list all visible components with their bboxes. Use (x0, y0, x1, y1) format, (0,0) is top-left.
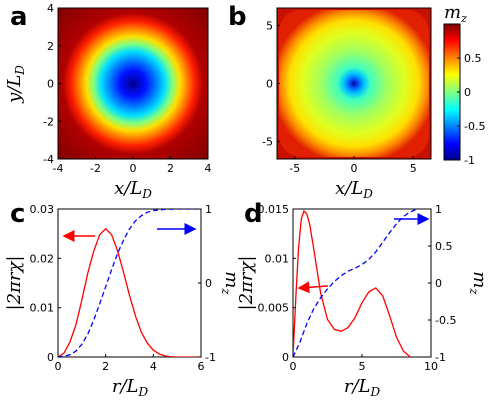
colorbar-tick-label: 0.5 (464, 52, 482, 65)
y-right-tick-label: 0 (435, 277, 442, 290)
ticks-d: 0 5 10 0 0.005 0.01 0.015 -1 -0.5 0 0.5 1 (258, 203, 457, 373)
y-right-tick-label: 0.5 (435, 240, 453, 253)
y-left-tick-label: 0.02 (30, 252, 55, 265)
y-left-tick-label: 0.01 (30, 302, 55, 315)
heatmap-b (279, 10, 429, 157)
x-tick-label: -2 (90, 162, 101, 175)
y-left-tick-label: 0 (282, 351, 289, 364)
y-left-tick-label: 0.01 (265, 252, 290, 265)
panel-label-d: d (244, 199, 263, 229)
ticks-b: -5 0 5 -5 0 5 (262, 19, 417, 175)
mz-curve-c (58, 209, 201, 357)
curves-c (58, 209, 201, 357)
x-tick-label: 6 (198, 360, 205, 373)
x-tick-label: 0 (290, 360, 297, 373)
y-right-tick-label: 0 (205, 277, 212, 290)
ylabel-left-c: |2πrχ| (4, 256, 25, 311)
y-right-tick-label: 1 (205, 203, 212, 216)
y-tick-label: 5 (266, 19, 273, 32)
x-tick-label: 0 (130, 162, 137, 175)
panel-a: a -4 -2 0 2 4 -4 -2 0 2 4 y/LD (4, 2, 212, 175)
axes-frame-c (57, 208, 202, 358)
panel-label-c: c (10, 199, 25, 229)
panel-label-b: b (228, 2, 247, 32)
colorbar-label: mz (444, 2, 467, 25)
heatmap-a (58, 8, 208, 159)
colorbar-tick-label: 0 (464, 86, 471, 99)
y-right-tick-label: -1 (205, 351, 216, 364)
y-left-tick-label: 0.015 (258, 203, 290, 216)
x-tick-label: 0 (55, 360, 62, 373)
panel-c: c 0 2 4 600.010.020.03-101 |2πrχ| mz r/LD (4, 199, 242, 399)
ylabel-left-d: |2πrχ| (236, 256, 257, 311)
xlabel-a: x/LD (114, 178, 152, 201)
x-tick-label: 5 (410, 162, 417, 175)
x-tick-label: -5 (289, 162, 300, 175)
y-tick-label: -2 (43, 115, 54, 128)
y-tick-label: 2 (47, 40, 54, 53)
x-tick-label: 4 (205, 162, 212, 175)
y-tick-label: -4 (43, 153, 54, 166)
y-tick-label: 0 (266, 78, 273, 91)
axes-frame-d (292, 208, 432, 358)
y-left-tick-label: 0.005 (258, 302, 290, 315)
curves-d (293, 209, 418, 357)
panel-label-a: a (10, 2, 28, 32)
y-left-tick-label: 0 (47, 351, 54, 364)
y-right-tick-label: -1 (435, 351, 446, 364)
xlabel-c: r/LD (112, 376, 149, 399)
x-tick-label: -4 (53, 162, 64, 175)
y-right-tick-label: 1 (435, 203, 442, 216)
panel-b: b -5 0 5 -5 0 5 mz -1 -0.5 0 0.5 (228, 2, 485, 175)
y-tick-label: 4 (47, 2, 54, 15)
xlabel-d: r/LD (344, 376, 381, 399)
xlabel-b: x/LD (335, 178, 373, 201)
chi-curve-c (58, 227, 201, 357)
chi-curve-d (293, 209, 411, 357)
arrow-left-axis-d (297, 281, 329, 294)
y-tick-label: -5 (262, 136, 273, 149)
y-right-tick-label: -0.5 (435, 314, 456, 327)
x-tick-label: 2 (102, 360, 109, 373)
x-tick-label: 0 (351, 162, 358, 175)
colorbar-tick-label: -0.5 (464, 120, 485, 133)
ylabel-a: y/LD (4, 65, 27, 104)
ticks-a: -4 -2 0 2 4 -4 -2 0 2 4 (43, 2, 211, 175)
ticks-c: 0 2 4 6 0 0.01 0.02 0.03 -1 0 1 (30, 203, 216, 373)
x-tick-label: 5 (359, 360, 366, 373)
x-tick-label: 10 (424, 360, 438, 373)
ylabel-right-d: mz (467, 271, 490, 295)
y-left-tick-label: 0.03 (30, 203, 55, 216)
x-tick-label: 2 (167, 162, 174, 175)
y-tick-label: 0 (47, 78, 54, 91)
mz-curve-d (293, 209, 418, 357)
colorbar-ticks: -1 -0.5 0 0.5 (457, 52, 485, 167)
colorbar-tick-label: -1 (464, 154, 475, 167)
x-tick-label: 4 (150, 360, 157, 373)
